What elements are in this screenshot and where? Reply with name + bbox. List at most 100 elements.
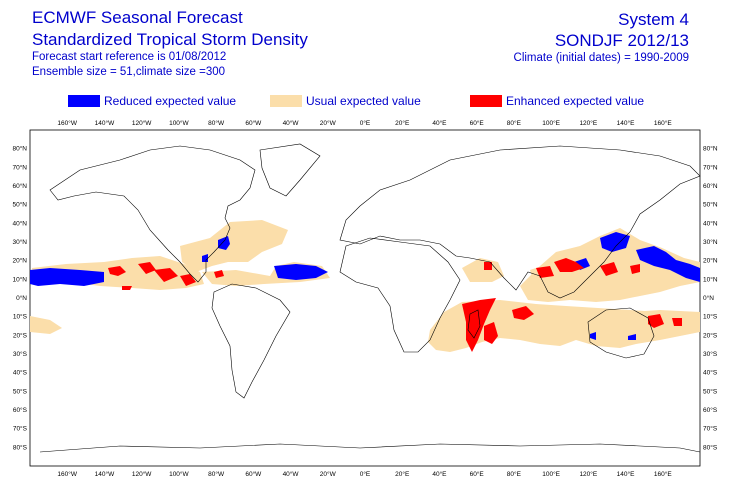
lat-tick-label-right: 30°S <box>703 350 718 358</box>
usual-south-pacific-west <box>30 316 62 334</box>
lon-tick-label-bottom: 140°W <box>95 470 115 478</box>
enhanced-australia-far-east <box>672 318 682 326</box>
lat-tick-label-right: 50°N <box>703 201 718 209</box>
lon-tick-label-bottom: 160°E <box>654 470 672 478</box>
enhanced-arabian-sea <box>484 262 492 270</box>
lon-tick-label-top: 0°E <box>360 119 371 127</box>
lat-tick-label-right: 10°S <box>703 313 718 321</box>
lon-tick-label-top: 40°W <box>283 119 300 127</box>
lon-tick-label-top: 140°W <box>95 119 115 127</box>
lat-tick-label-left: 80°N <box>12 145 27 153</box>
lon-tick-label-top: 120°E <box>579 119 597 127</box>
lat-tick-label-right: 40°S <box>703 369 718 377</box>
forecast-start-text: Forecast start reference is 01/08/2012 <box>32 51 227 63</box>
lat-tick-label-right: 0°N <box>703 294 714 302</box>
coast-antarctica <box>39 443 701 453</box>
lon-tick-label-bottom: 120°E <box>579 470 597 478</box>
lat-tick-label-left: 10°S <box>13 313 28 321</box>
coast-africa <box>339 237 461 353</box>
lon-tick-label-bottom: 80°W <box>208 470 225 478</box>
reduced-east-pacific-west <box>30 268 104 286</box>
ensemble-size-text: Ensemble size = 51,climate size =300 <box>32 66 226 78</box>
season-label: SONDJF 2012/13 <box>554 31 689 50</box>
enhanced-south-china-sea <box>554 258 584 272</box>
lat-tick-label-left: 80°S <box>13 443 28 451</box>
enhanced-caribbean <box>214 270 224 278</box>
lat-tick-label-right: 70°N <box>703 163 718 171</box>
title-left-line2: Standardized Tropical Storm Density <box>32 30 308 49</box>
coast-australia <box>587 307 655 359</box>
axis-ticks: 160°W 160°W 140°W 140°W 120°W 120°W 100°W 100°W… <box>12 119 717 478</box>
enhanced-east-pacific-2 <box>138 262 156 274</box>
coast-madagascar <box>467 309 481 339</box>
coast-south-america <box>211 283 291 399</box>
lon-tick-label-bottom: 140°E <box>617 470 635 478</box>
lat-tick-label-left: 20°S <box>13 331 28 339</box>
lon-tick-label-top: 140°E <box>617 119 635 127</box>
usual-north-indian <box>462 258 504 282</box>
lat-tick-label-right: 40°N <box>703 219 718 227</box>
lat-tick-label-right: 80°S <box>703 443 718 451</box>
lat-tick-label-left: 60°S <box>13 406 28 414</box>
lon-tick-label-bottom: 40°W <box>283 470 300 478</box>
enhanced-philippines-east <box>600 262 618 276</box>
enhanced-madagascar-east <box>484 322 498 344</box>
reduced-regions <box>30 232 700 340</box>
lat-tick-label-left: 70°S <box>13 425 28 433</box>
lat-tick-label-left: 40°S <box>13 369 28 377</box>
lat-tick-label-left: 70°N <box>12 163 27 171</box>
enhanced-australia-east <box>648 314 664 328</box>
coast-eurasia <box>339 145 701 299</box>
lon-tick-label-bottom: 100°W <box>169 470 189 478</box>
enhanced-east-pacific-5 <box>122 286 132 290</box>
coast-greenland <box>259 143 321 197</box>
lon-tick-label-top: 60°E <box>470 119 485 127</box>
lat-tick-label-right: 80°N <box>703 145 718 153</box>
lat-tick-label-left: 40°N <box>12 219 27 227</box>
enhanced-east-pacific-1 <box>108 266 126 276</box>
lon-tick-label-top: 20°W <box>320 119 337 127</box>
lon-tick-label-bottom: 120°W <box>132 470 152 478</box>
enhanced-bay-of-bengal <box>536 266 554 278</box>
lat-tick-label-right: 20°N <box>703 257 718 265</box>
lon-tick-label-top: 160°W <box>57 119 77 127</box>
title-left-line1: ECMWF Seasonal Forecast <box>32 8 243 27</box>
lon-tick-label-bottom: 20°W <box>320 470 337 478</box>
reduced-caribbean-east <box>274 264 328 280</box>
lon-tick-label-top: 120°W <box>132 119 152 127</box>
enhanced-east-pacific-4 <box>180 274 196 286</box>
usual-australia-east <box>630 310 700 334</box>
lat-tick-label-right: 10°N <box>703 275 718 283</box>
lat-tick-label-left: 10°N <box>12 275 27 283</box>
lon-tick-label-bottom: 100°E <box>542 470 560 478</box>
lat-tick-label-right: 20°S <box>703 331 718 339</box>
legend-swatch-enhanced <box>470 95 502 107</box>
legend-label-reduced: Reduced expected value <box>104 94 237 108</box>
enhanced-east-pacific-3 <box>154 268 178 282</box>
reduced-gulf <box>218 236 230 250</box>
lat-tick-label-left: 30°N <box>12 238 27 246</box>
enhanced-regions <box>108 258 682 352</box>
lat-tick-label-left: 0°N <box>16 294 27 302</box>
legend-swatch-usual <box>270 95 302 107</box>
lat-tick-label-right: 30°N <box>703 238 718 246</box>
coastlines <box>39 143 701 453</box>
enhanced-south-indian-mid <box>512 306 534 320</box>
reduced-caribbean-small <box>202 254 208 262</box>
lat-tick-label-left: 30°S <box>13 350 28 358</box>
reduced-nw-pacific-north <box>600 232 630 252</box>
reduced-australia-nw <box>628 334 636 340</box>
lon-tick-label-bottom: 20°E <box>395 470 410 478</box>
legend-label-usual: Usual expected value <box>306 94 421 108</box>
lat-tick-label-right: 50°S <box>703 387 718 395</box>
enhanced-nw-pacific-mid <box>630 264 640 274</box>
lon-tick-label-bottom: 60°W <box>245 470 262 478</box>
lon-tick-label-bottom: 40°E <box>432 470 447 478</box>
lon-tick-label-top: 20°E <box>395 119 410 127</box>
lat-tick-label-right: 60°S <box>703 406 718 414</box>
reduced-nw-pacific-east <box>636 246 700 282</box>
system-label: System 4 <box>618 10 689 29</box>
coast-north-america <box>49 145 256 283</box>
legend-swatch-reduced <box>68 95 100 107</box>
lat-tick-label-left: 60°N <box>12 182 27 190</box>
